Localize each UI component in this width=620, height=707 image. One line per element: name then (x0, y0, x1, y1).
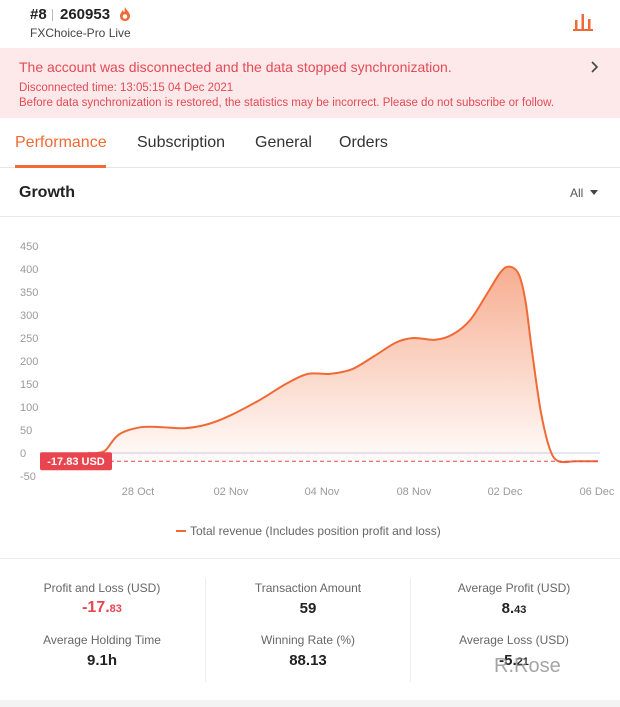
caret-down-icon[interactable] (590, 190, 598, 195)
stat-label: Average Profit (USD) (457, 581, 571, 595)
y-tick-label: 50 (20, 425, 32, 437)
divider (0, 558, 620, 559)
y-tick-label: 400 (20, 264, 38, 276)
stat-label: Average Holding Time (43, 633, 161, 647)
chevron-right-icon[interactable] (588, 58, 602, 76)
x-tick-label: 28 Oct (122, 486, 154, 498)
bottom-bar (0, 700, 620, 707)
y-tick-label: 250 (20, 333, 38, 345)
range-selector[interactable]: All (570, 186, 584, 200)
active-tab-indicator (15, 165, 106, 168)
y-tick-label: -50 (20, 471, 36, 483)
account-header: #8 260953 FXChoice-Pro Live (0, 0, 620, 48)
transaction-amount-value: 59 (299, 600, 317, 617)
tab-bar: Performance Subscription General Orders (0, 118, 620, 168)
current-value-tag (40, 452, 112, 471)
x-tick-label: 02 Nov (214, 486, 249, 498)
y-axis: 450 400 350 300 250 200 150 100 50 0 -50 (20, 241, 38, 483)
stat-label: Winning Rate (%) (260, 633, 356, 647)
revenue-area (88, 266, 598, 463)
bar-chart-icon[interactable] (571, 10, 595, 32)
flame-icon (120, 7, 130, 21)
x-tick-label: 08 Nov (397, 486, 432, 498)
winning-rate-value: 88.13 (289, 652, 327, 669)
tab-performance[interactable]: Performance (15, 134, 107, 151)
disconnect-alert[interactable]: The account was disconnected and the dat… (0, 48, 620, 118)
section-title: Growth (19, 184, 75, 201)
average-holding-time-value: 9.1h (86, 652, 117, 669)
tab-orders[interactable]: Orders (339, 134, 388, 151)
tab-general[interactable]: General (255, 134, 312, 151)
alert-notice: Before data synchronization is restored,… (19, 97, 555, 109)
x-axis: 28 Oct 02 Nov 04 Nov 08 Nov 02 Dec 06 Dec (122, 486, 615, 498)
divider (410, 578, 411, 682)
divider (52, 9, 53, 21)
y-tick-label: 0 (20, 448, 26, 460)
current-value-label: -17.83 USD (47, 456, 105, 468)
y-tick-label: 450 (20, 241, 38, 253)
y-tick-label: 150 (20, 379, 38, 391)
account-id: 260953 (60, 6, 111, 23)
stat-label: Transaction Amount (254, 581, 362, 595)
alert-title: The account was disconnected and the dat… (19, 59, 452, 75)
average-profit-value: 8.43 (501, 600, 527, 617)
stat-label: Profit and Loss (USD) (43, 581, 161, 595)
average-loss-value: -5.21 (499, 652, 529, 669)
y-tick-label: 350 (20, 287, 38, 299)
x-tick-label: 02 Dec (488, 486, 523, 498)
divider (205, 578, 206, 682)
disconnected-time: Disconnected time: 13:05:15 04 Dec 2021 (19, 82, 234, 94)
legend-swatch (176, 530, 186, 532)
tab-subscription[interactable]: Subscription (137, 134, 226, 151)
rank-badge: #8 (30, 6, 47, 23)
growth-chart: 450 400 350 300 250 200 150 100 50 0 -50 28 Oct 02 … (20, 241, 615, 498)
revenue-line (87, 265, 598, 464)
y-tick-label: 300 (20, 310, 38, 322)
watermark: R.Rose (494, 655, 561, 677)
chart-legend: Total revenue (Includes position profit … (190, 524, 441, 538)
stat-label: Average Loss (USD) (459, 633, 569, 647)
divider (0, 216, 620, 217)
x-tick-label: 04 Nov (305, 486, 340, 498)
broker-name: FXChoice-Pro Live (30, 26, 131, 40)
y-tick-label: 100 (20, 402, 38, 414)
y-tick-label: 200 (20, 356, 38, 368)
profit-loss-value: -17.83 (82, 599, 122, 616)
x-tick-label: 06 Dec (580, 486, 615, 498)
